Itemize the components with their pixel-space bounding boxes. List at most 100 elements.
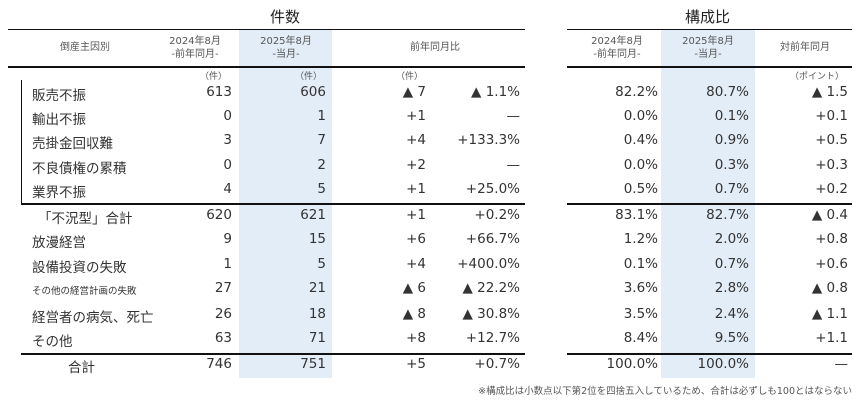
prev-count: 63 [214,330,232,346]
ratio-curr: 0.7% [714,181,749,197]
prev-count: 620 [206,207,232,223]
ratio-curr: 0.9% [714,132,749,148]
curr-count: 2 [317,157,326,173]
unit-curr: （件） [295,72,323,82]
ratio-prev: 0.0% [623,108,658,124]
diff-count: +4 [406,256,426,272]
header-curr-month: 2025年8月 -当月- [240,35,332,61]
prev-count: 27 [214,280,232,296]
ratio-prev: 0.0% [623,157,658,173]
diff-count: ▲ 7 [402,84,426,100]
cause-label: 輸出不振 [32,112,86,128]
ratio-diff: +1.1 [815,330,848,346]
header-ratio-prev-line1: 2024年8月 [591,36,643,47]
diff-count: ▲ 8 [402,306,426,322]
table-row: 合計 746 751 +5 +0.7% 100.0% 100.0% — [0,356,862,380]
ratio-curr: 80.7% [706,84,749,100]
header-yoy: 前年同月比 [380,41,490,54]
cause-label: 合計 [68,360,95,376]
header-yoy-label: 前年同月比 [410,42,460,53]
ratio-recession-group-rule [567,203,852,205]
ratio-diff: ▲ 1.1 [811,306,848,322]
count-section-title: 件数 [269,8,300,26]
cause-label: 販売不振 [32,88,86,104]
prev-count: 9 [223,231,232,247]
table-row: その他 63 71 +8 +12.7% 8.4% 9.5% +1.1 [0,330,862,354]
yoy-percent: +133.3% [457,132,520,148]
table-row: 業界不振 4 5 +1 +25.0% 0.5% 0.7% +0.2 [0,181,862,205]
prev-count: 4 [223,181,232,197]
diff-count: +6 [406,231,426,247]
count-header-bottom-rule [8,66,525,68]
table-row: 設備投資の失敗 1 5 +4 +400.0% 0.1% 0.7% +0.6 [0,256,862,280]
curr-count: 606 [300,84,326,100]
prev-count: 26 [214,306,232,322]
recession-group-bracket-bottom [21,203,525,205]
unit-diff: （件） [396,72,424,82]
curr-count: 71 [308,330,326,346]
table-row: 売掛金回収難 3 7 +4 +133.3% 0.4% 0.9% +0.5 [0,132,862,156]
ratio-diff: +0.3 [815,157,848,173]
yoy-percent: ▲ 22.2% [462,280,520,296]
ratio-diff: +0.8 [815,231,848,247]
ratio-prev: 82.2% [615,84,658,100]
diff-count: +1 [406,108,426,124]
curr-count: 21 [308,280,326,296]
cause-label: その他 [32,334,73,350]
ratio-curr: 0.3% [714,157,749,173]
ratio-diff: +0.2 [815,181,848,197]
header-ratio-curr-month: 2025年8月 -当月- [661,35,755,61]
diff-count: +1 [406,181,426,197]
ratio-prev: 100.0% [606,356,658,372]
cause-label: 不良債権の累積 [32,161,127,177]
header-curr-line1: 2025年8月 [260,36,312,47]
unit-points: （ポイント） [790,72,845,82]
cause-label: 設備投資の失敗 [32,260,127,276]
diff-count: ▲ 6 [402,280,426,296]
header-cause-label: 倒産主因別 [60,42,110,53]
table-row: 「不況型」合計 620 621 +1 +0.2% 83.1% 82.7% ▲ 0… [0,207,862,231]
recession-group-bracket-left [21,80,22,204]
ratio-total-top-rule [567,353,852,355]
curr-count: 621 [300,207,326,223]
cause-label: 売掛金回収難 [32,136,113,152]
ratio-header-bottom-rule [567,66,852,68]
ratio-prev: 1.2% [623,231,658,247]
ratio-diff: ▲ 1.5 [811,84,848,100]
ratio-curr: 2.4% [714,306,749,322]
ratio-header-top-rule [567,29,852,30]
yoy-percent: +12.7% [465,330,520,346]
prev-count: 3 [223,132,232,148]
cause-label: 経営者の病気、死亡 [32,310,154,326]
header-prev-line1: 2024年8月 [169,36,221,47]
prev-count: 613 [206,84,232,100]
curr-count: 15 [308,231,326,247]
yoy-percent: +400.0% [457,256,520,272]
cause-label: 放漫経営 [32,235,86,251]
header-prev-month: 2024年8月 -前年同月- [150,35,240,61]
header-cause: 倒産主因別 [30,41,140,54]
ratio-curr: 2.8% [714,280,749,296]
header-ratio-yoy: 対前年同月 [760,41,850,54]
header-curr-line2: -当月- [272,49,300,60]
ratio-prev: 0.5% [623,181,658,197]
unit-prev: （件） [200,72,228,82]
ratio-prev: 0.4% [623,132,658,148]
diff-count: +1 [406,207,426,223]
yoy-percent: +25.0% [465,181,520,197]
cause-label: その他の経営計画の失敗 [32,286,137,297]
total-top-rule [21,353,525,355]
curr-count: 1 [317,108,326,124]
diff-count: +8 [406,330,426,346]
footnote: ※構成比は小数点以下第2位を四捨五入しているため、合計は必ずしも100とはならな… [478,386,852,397]
header-ratio-curr-line2: -当月- [694,49,722,60]
curr-count: 18 [308,306,326,322]
ratio-prev: 3.5% [623,306,658,322]
ratio-diff: +0.6 [815,256,848,272]
ratio-prev: 83.1% [615,207,658,223]
table-row: 輸出不振 0 1 +1 — 0.0% 0.1% +0.1 [0,108,862,132]
ratio-diff: ▲ 0.8 [811,280,848,296]
table-row: 経営者の病気、死亡 26 18 ▲ 8 ▲ 30.8% 3.5% 2.4% ▲ … [0,306,862,330]
ratio-curr: 0.7% [714,256,749,272]
ratio-curr: 100.0% [697,356,749,372]
